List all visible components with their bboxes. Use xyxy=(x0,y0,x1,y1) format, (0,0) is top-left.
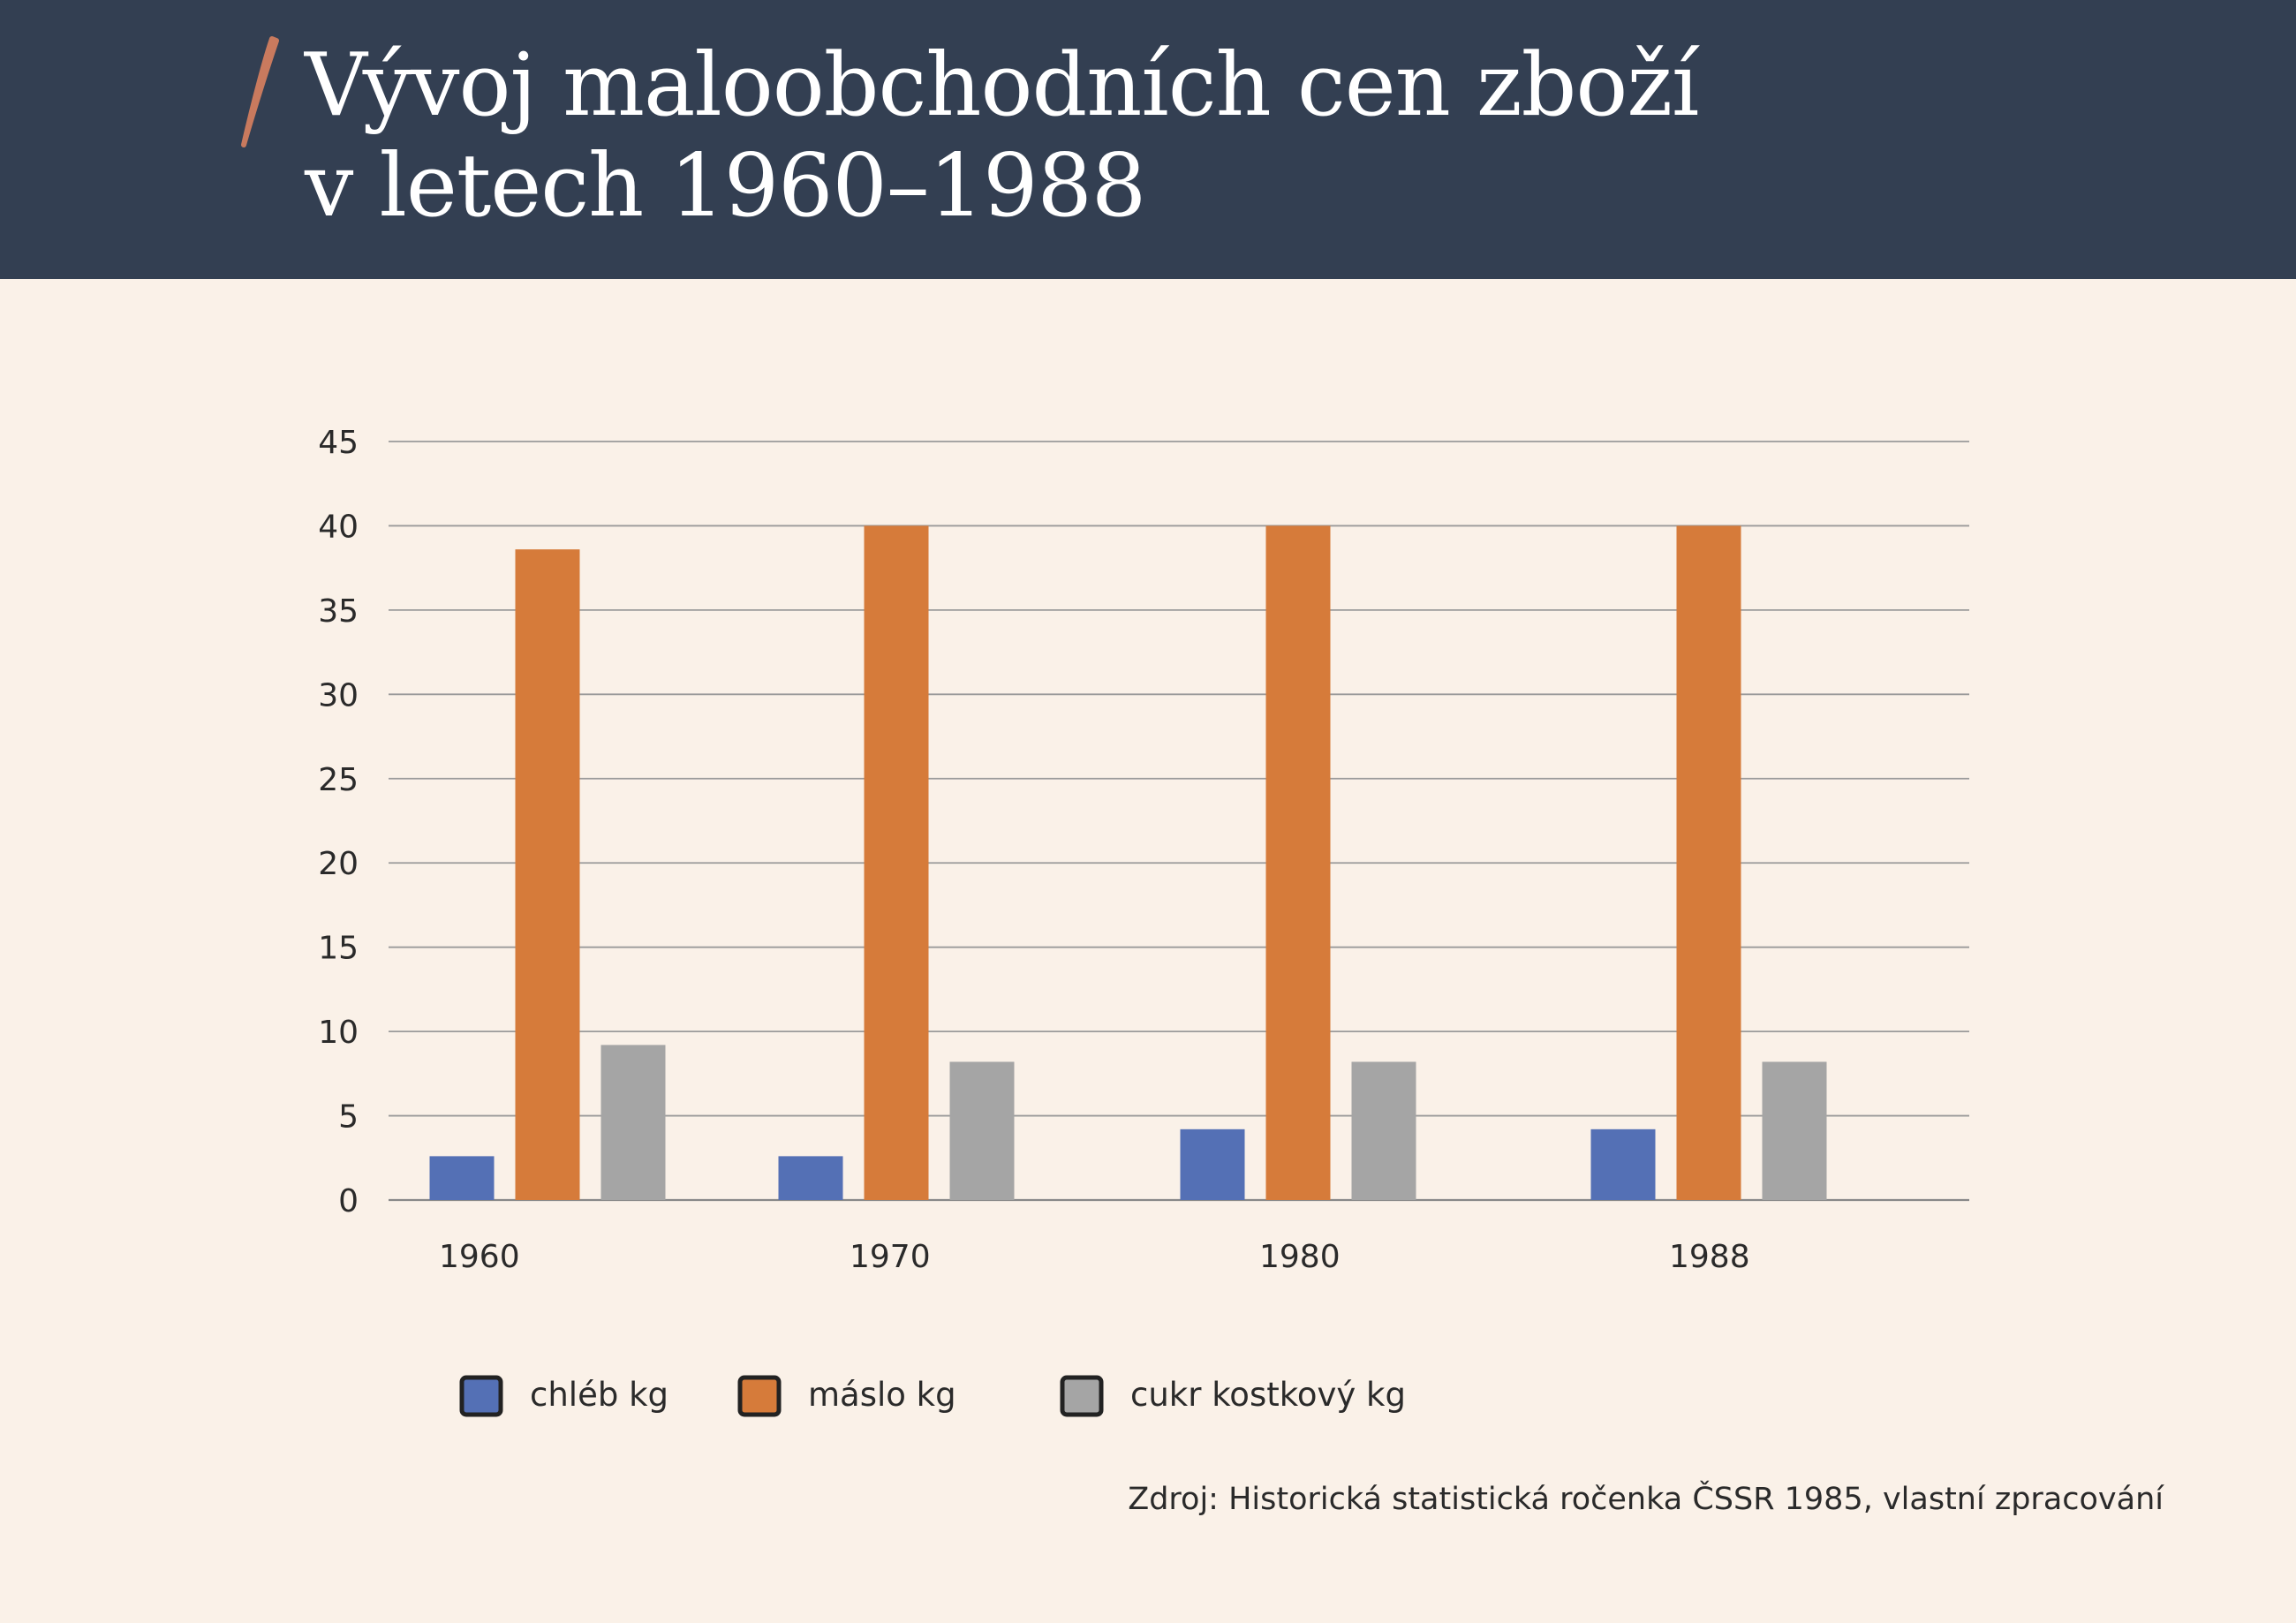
y-tick-label: 10 xyxy=(318,1015,359,1051)
x-category-label: 1980 xyxy=(1259,1239,1341,1275)
y-tick-label: 0 xyxy=(338,1183,359,1219)
legend-label: chléb kg xyxy=(530,1376,668,1414)
bar-cukr-kostkový-kg-1988 xyxy=(1762,1061,1827,1200)
title-line-2: v letech 1960–1988 xyxy=(305,136,1146,237)
bar-cukr-kostkový-kg-1970 xyxy=(949,1061,1015,1200)
bar-máslo-kg-1960 xyxy=(515,549,580,1200)
y-tick-label: 5 xyxy=(338,1099,359,1136)
x-axis-labels: 1960 1970 1980 1988 xyxy=(439,1239,1750,1275)
bar-chléb-kg-1970 xyxy=(778,1156,843,1200)
legend-swatch-máslo-kg xyxy=(737,1375,782,1417)
y-tick-label: 20 xyxy=(318,846,359,882)
y-tick-label: 45 xyxy=(318,425,359,461)
legend-label: cukr kostkový kg xyxy=(1130,1376,1406,1414)
y-axis-ticks: 0 5 10 15 20 25 30 35 40 45 xyxy=(318,425,359,1219)
bar-cukr-kostkový-kg-1960 xyxy=(600,1045,666,1200)
bar-cukr-kostkový-kg-1980 xyxy=(1351,1061,1416,1200)
page-title: Vývoj maloobchodních cen zboží v letech … xyxy=(305,35,1699,237)
title-line-1: Vývoj maloobchodních cen zboží xyxy=(305,35,1699,136)
y-tick-label: 25 xyxy=(318,762,359,798)
bars xyxy=(429,525,1827,1200)
y-tick-label: 30 xyxy=(318,677,359,713)
bar-máslo-kg-1988 xyxy=(1676,525,1741,1200)
x-category-label: 1988 xyxy=(1669,1239,1750,1275)
bar-chléb-kg-1988 xyxy=(1590,1129,1656,1200)
y-tick-label: 40 xyxy=(318,509,359,545)
bar-máslo-kg-1980 xyxy=(1265,525,1331,1200)
y-tick-label: 15 xyxy=(318,931,359,967)
legend-label: máslo kg xyxy=(808,1376,956,1414)
bar-chléb-kg-1960 xyxy=(429,1156,495,1200)
source-note: Zdroj: Historická statistická ročenka ČS… xyxy=(1128,1482,2164,1517)
legend-swatch-chléb-kg xyxy=(459,1375,503,1417)
x-category-label: 1970 xyxy=(850,1239,931,1275)
bar-máslo-kg-1970 xyxy=(864,525,929,1200)
x-category-label: 1960 xyxy=(439,1239,520,1275)
legend-swatch-cukr-kostkový-kg xyxy=(1060,1375,1104,1417)
legend: chléb kg máslo kg cukr kostkový kg xyxy=(459,1375,1406,1417)
header-banner xyxy=(0,0,2296,279)
accent-slash-icon xyxy=(241,36,279,147)
bar-chléb-kg-1980 xyxy=(1180,1129,1245,1200)
y-tick-label: 35 xyxy=(318,593,359,630)
